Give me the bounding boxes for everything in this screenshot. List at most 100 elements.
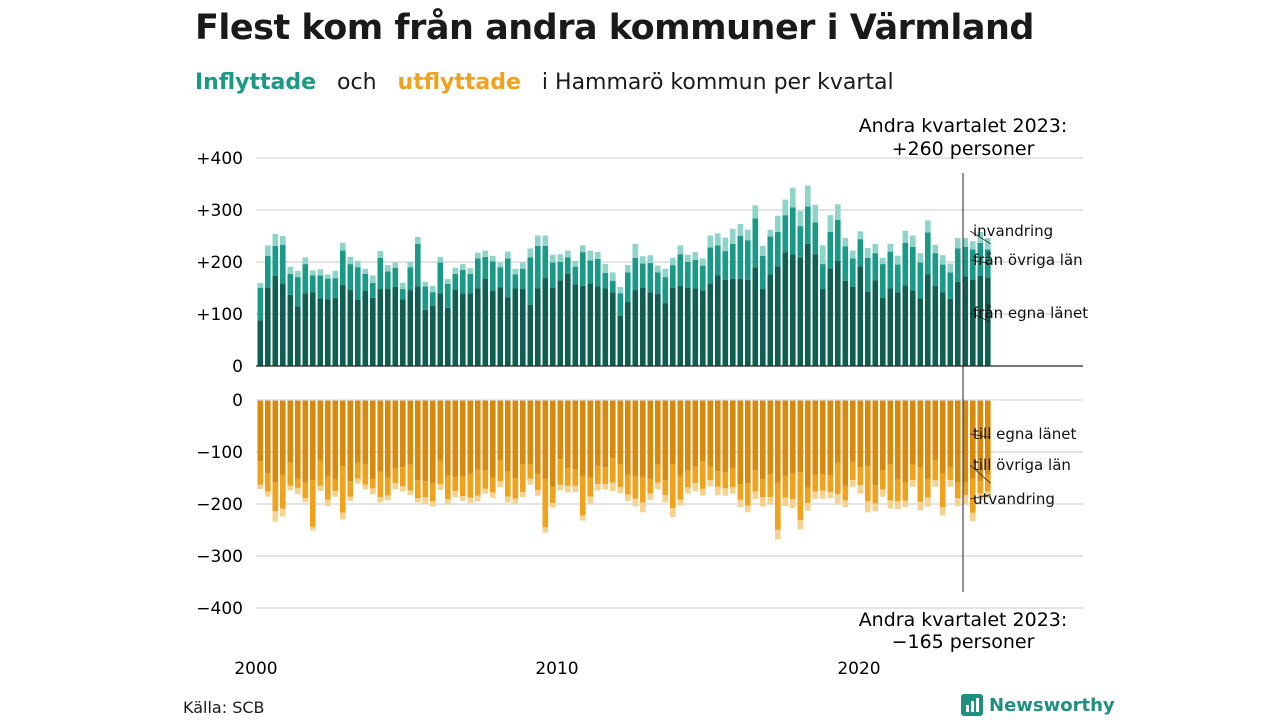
bar-inflow-segment [850, 286, 856, 366]
bar-outflow-segment [572, 469, 579, 486]
bar-inflow-segment [505, 297, 511, 366]
bar-outflow-segment [752, 470, 759, 492]
bar-outflow-segment [835, 494, 841, 505]
bar-outflow-segment [340, 400, 346, 467]
bar-inflow-segment [865, 257, 871, 292]
series-label: invandring [973, 222, 1053, 240]
bar-inflow-segment [835, 260, 841, 366]
bar-outflow-segment [430, 501, 436, 507]
bar-inflow-segment [610, 272, 616, 281]
bar-inflow-segment [550, 288, 556, 366]
bar-outflow-segment [775, 400, 781, 483]
bar-outflow-segment [437, 400, 444, 461]
bar-outflow-segment [557, 400, 564, 460]
bar-outflow-segment [407, 464, 414, 491]
bar-inflow-segment [527, 257, 534, 305]
bar-outflow-segment [805, 400, 811, 488]
bar-outflow-segment [910, 400, 916, 465]
series-labels: från egna länet från övriga län invandring… [969, 222, 1088, 508]
y-tick-label-bottom: −200 [196, 495, 243, 515]
bar-outflow-segment [310, 526, 316, 531]
bar-inflow-segment [422, 281, 429, 287]
bar-outflow-segment [505, 496, 511, 503]
bar-outflow-segment [572, 400, 579, 470]
bar-outflow-segment [790, 499, 796, 509]
bar-inflow-segment [535, 288, 541, 366]
bar-outflow-segment [527, 400, 534, 464]
bar-outflow-segment [310, 400, 316, 481]
bar-inflow-segment [670, 288, 676, 366]
bar-inflow-segment [700, 290, 706, 366]
bar-outflow-segment [325, 400, 331, 477]
bar-inflow-segment [310, 292, 316, 366]
bar-inflow-segment [872, 243, 879, 254]
bar-outflow-segment [865, 466, 871, 502]
bar-inflow-segment [317, 275, 324, 299]
bar-outflow-segment [295, 478, 301, 488]
newsworthy-logo-icon [961, 694, 983, 716]
bar-inflow-segment [895, 292, 901, 366]
bar-inflow-segment [302, 264, 309, 294]
bar-inflow-segment [895, 264, 901, 293]
bar-outflow-segment [647, 400, 654, 479]
bar-inflow-segment [985, 249, 991, 278]
bar-outflow-segment [317, 460, 324, 486]
bar-outflow-segment [415, 480, 421, 499]
bar-outflow-segment [730, 487, 736, 494]
bar-outflow-segment [460, 496, 466, 501]
bar-outflow-segment [685, 400, 691, 471]
bar-outflow-segment [655, 400, 661, 465]
bar-inflow-segment [692, 288, 699, 366]
annotation-top-line2: +260 personer [892, 138, 1035, 160]
bar-inflow-segment [700, 258, 706, 266]
bar-outflow-segment [707, 466, 714, 481]
bar-inflow-segment [580, 252, 586, 286]
bar-inflow-segment [715, 245, 721, 276]
bar-outflow-segment [572, 485, 579, 493]
bar-inflow-segment [857, 266, 864, 366]
bar-inflow-segment [662, 277, 669, 304]
bar-outflow-segment [670, 400, 676, 464]
bar-outflow-segment [280, 474, 286, 509]
bar-inflow-segment [760, 245, 766, 256]
bar-inflow-segment [782, 252, 789, 366]
bar-outflow-segment [940, 400, 946, 474]
bar-inflow-segment [902, 230, 909, 243]
bar-inflow-segment [655, 293, 661, 366]
bar-outflow-segment [272, 482, 279, 512]
bar-inflow-segment [452, 289, 459, 366]
bar-inflow-segment [452, 267, 459, 274]
bar-outflow-segment [265, 473, 271, 492]
bar-outflow-segment [317, 485, 324, 491]
bar-inflow-segment [370, 275, 376, 283]
bar-inflow-segment [490, 255, 496, 262]
bar-inflow-segment [947, 263, 954, 273]
bar-outflow-segment [880, 489, 886, 497]
bar-outflow-segment [317, 400, 324, 461]
bar-outflow-segment [512, 478, 519, 499]
y-tick-label-top: 0 [232, 357, 243, 377]
bar-inflow-segment [902, 285, 909, 366]
bar-outflow-segment [647, 493, 654, 500]
bar-outflow-segment [482, 488, 489, 494]
bar-inflow-segment [340, 250, 346, 285]
bar-outflow-segment [520, 492, 526, 498]
bar-outflow-segment [340, 512, 346, 520]
bar-outflow-segment [332, 479, 339, 491]
bar-outflow-segment [872, 485, 879, 504]
bar-inflow-segment [700, 265, 706, 291]
bar-outflow-segment [752, 400, 759, 471]
bar-outflow-segment [797, 400, 804, 473]
bar-inflow-segment [392, 267, 399, 287]
bar-inflow-segment [970, 249, 976, 280]
bar-inflow-segment [512, 268, 519, 275]
series-label: till övriga län [973, 456, 1071, 474]
bar-inflow-segment [587, 250, 594, 261]
bar-outflow-segment [902, 500, 909, 508]
bar-outflow-segment [512, 400, 519, 478]
bar-outflow-segment [287, 462, 294, 486]
x-tick-label: 2000 [234, 659, 277, 679]
bar-inflow-segment [932, 253, 939, 286]
bar-inflow-segment [407, 290, 414, 366]
bar-outflow-segment [985, 491, 991, 498]
